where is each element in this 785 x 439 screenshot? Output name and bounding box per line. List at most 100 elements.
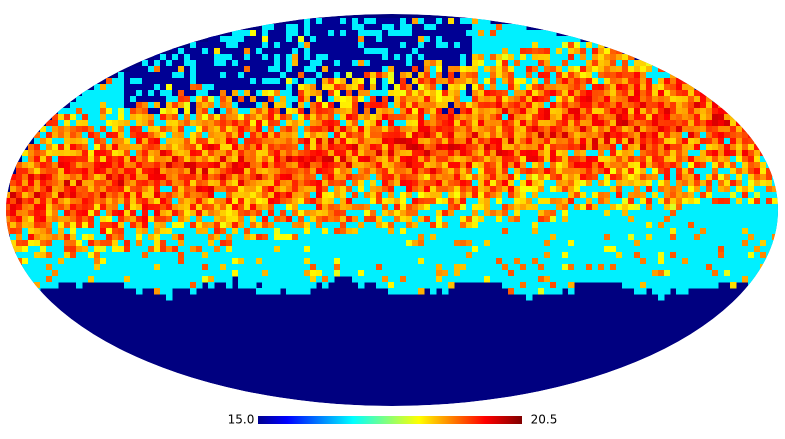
sky-pixel: [304, 138, 311, 145]
sky-pixel: [334, 108, 341, 115]
sky-pixel: [496, 234, 503, 241]
sky-pixel: [592, 66, 599, 73]
sky-pixel: [706, 192, 713, 199]
sky-pixel: [592, 174, 599, 181]
sky-pixel: [466, 234, 473, 241]
sky-pixel: [112, 108, 119, 115]
sky-pixel: [580, 186, 587, 193]
sky-pixel: [334, 18, 341, 25]
sky-pixel: [130, 102, 137, 109]
sky-pixel: [46, 168, 53, 175]
sky-pixel: [232, 210, 239, 217]
sky-pixel: [706, 252, 713, 259]
sky-pixel: [244, 210, 251, 217]
sky-pixel: [202, 264, 209, 271]
sky-pixel: [310, 120, 317, 127]
sky-pixel: [346, 216, 353, 223]
sky-pixel: [382, 66, 389, 73]
sky-pixel: [574, 138, 581, 145]
sky-pixel: [700, 234, 707, 241]
sky-pixel: [298, 282, 305, 289]
sky-pixel: [304, 18, 311, 25]
sky-pixel: [484, 156, 491, 163]
sky-pixel: [466, 90, 473, 97]
sky-pixel: [118, 252, 125, 259]
sky-pixel: [322, 84, 329, 91]
sky-pixel: [610, 216, 617, 223]
sky-pixel: [184, 108, 191, 115]
sky-pixel: [220, 120, 227, 127]
sky-pixel: [502, 234, 509, 241]
sky-pixel: [592, 258, 599, 265]
sky-pixel: [340, 192, 347, 199]
sky-pixel: [436, 108, 443, 115]
sky-pixel: [412, 270, 419, 277]
sky-pixel: [382, 192, 389, 199]
sky-pixel: [244, 108, 251, 115]
sky-pixel: [526, 258, 533, 265]
sky-pixel: [460, 210, 467, 217]
sky-pixel: [748, 258, 755, 265]
sky-pixel: [514, 270, 521, 277]
sky-pixel: [424, 138, 431, 145]
sky-pixel: [724, 204, 731, 211]
sky-pixel: [280, 180, 287, 187]
sky-pixel: [430, 210, 437, 217]
sky-pixel: [148, 222, 155, 229]
sky-pixel: [484, 144, 491, 151]
sky-pixel: [610, 96, 617, 103]
sky-pixel: [154, 264, 161, 271]
sky-pixel: [442, 90, 449, 97]
sky-pixel: [148, 162, 155, 169]
sky-pixel: [148, 78, 155, 85]
sky-pixel: [34, 288, 41, 295]
sky-pixel: [226, 78, 233, 85]
sky-pixel: [466, 150, 473, 157]
sky-pixel: [256, 156, 263, 163]
sky-pixel: [562, 186, 569, 193]
sky-pixel: [550, 234, 557, 241]
sky-map: [6, 14, 778, 406]
sky-pixel: [616, 264, 623, 271]
sky-pixel: [526, 84, 533, 91]
sky-pixel: [742, 276, 749, 283]
sky-pixel: [670, 252, 677, 259]
sky-pixel: [250, 180, 257, 187]
sky-pixel: [532, 120, 539, 127]
sky-pixel: [568, 216, 575, 223]
sky-pixel: [328, 102, 335, 109]
sky-pixel: [706, 264, 713, 271]
sky-pixel: [214, 72, 221, 79]
sky-pixel: [496, 186, 503, 193]
sky-pixel: [478, 66, 485, 73]
sky-pixel: [394, 258, 401, 265]
sky-pixel: [460, 276, 467, 283]
sky-pixel: [310, 54, 317, 61]
sky-pixel: [658, 90, 665, 97]
sky-pixel: [34, 252, 41, 259]
sky-pixel: [178, 96, 185, 103]
sky-pixel: [184, 240, 191, 247]
sky-pixel: [424, 42, 431, 49]
sky-pixel: [616, 240, 623, 247]
sky-pixel: [550, 270, 557, 277]
sky-pixel: [436, 156, 443, 163]
sky-pixel: [88, 132, 95, 139]
sky-pixel: [340, 24, 347, 31]
sky-pixel: [478, 252, 485, 259]
sky-pixel: [406, 90, 413, 97]
sky-pixel: [484, 60, 491, 67]
sky-pixel: [142, 204, 149, 211]
sky-pixel: [220, 234, 227, 241]
sky-pixel: [82, 228, 89, 235]
sky-pixel: [82, 150, 89, 157]
sky-pixel: [532, 216, 539, 223]
sky-pixel: [52, 234, 59, 241]
sky-pixel: [202, 168, 209, 175]
sky-pixel: [520, 174, 527, 181]
sky-pixel: [124, 174, 131, 181]
sky-pixel: [514, 102, 521, 109]
sky-pixel: [268, 78, 275, 85]
sky-pixel: [178, 240, 185, 247]
sky-pixel: [196, 282, 203, 289]
